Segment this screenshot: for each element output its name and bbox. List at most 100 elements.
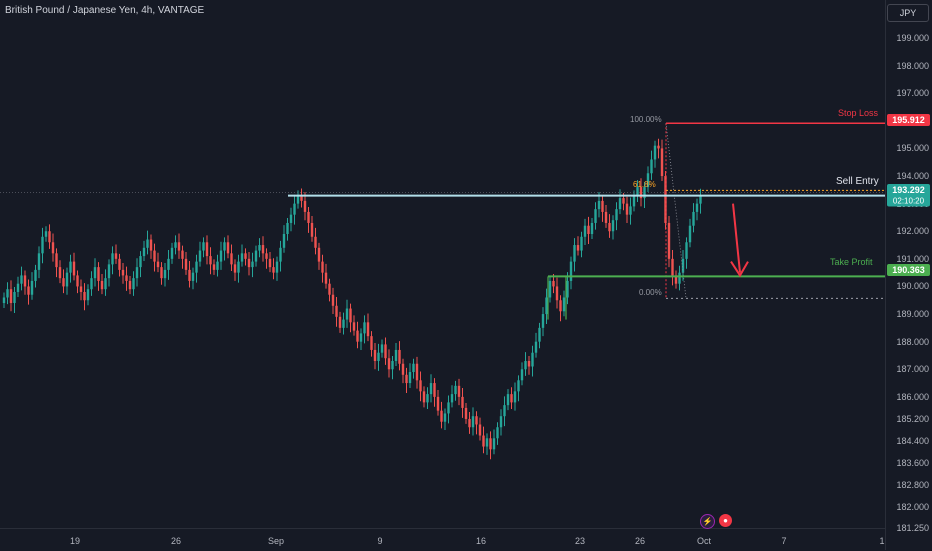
candle [562, 297, 566, 312]
price-tick-label: 190.000 [896, 281, 929, 292]
candle [97, 267, 100, 281]
candle [363, 322, 366, 334]
candle [608, 222, 611, 232]
fib-100-label: 100.00% [630, 115, 662, 124]
price-tick-label: 188.000 [896, 336, 929, 347]
time-tick-label: 16 [475, 536, 487, 546]
candle [139, 256, 142, 268]
time-tick-label: 19 [69, 536, 81, 546]
candle [121, 269, 125, 276]
candle [356, 330, 359, 342]
candle [422, 391, 426, 403]
candle [492, 438, 496, 450]
candle [415, 363, 419, 381]
time-tick-label: Oct [696, 536, 712, 546]
candle [366, 322, 370, 337]
price-tick-label: 191.000 [896, 253, 929, 264]
entry-price-label: 193.292 [887, 184, 930, 196]
candle [548, 280, 552, 298]
candle [510, 394, 513, 403]
candle [135, 267, 139, 279]
candle [646, 173, 650, 188]
candle [20, 275, 23, 284]
candle [65, 272, 69, 287]
candle [286, 222, 289, 234]
symbol-title: British Pound / Japanese Yen, 4h, VANTAG… [5, 5, 205, 16]
candle [321, 261, 324, 273]
fib-618-label: 61.8% [633, 180, 656, 189]
candle [583, 225, 587, 237]
candle [156, 261, 160, 268]
candle [153, 250, 156, 262]
time-tick-label: 1 [879, 536, 885, 546]
candle [233, 264, 237, 273]
candle [513, 391, 517, 403]
candle [244, 253, 247, 259]
price-tick-label: 199.000 [896, 33, 929, 43]
candle [314, 236, 317, 248]
time-tick-label: 26 [634, 536, 646, 546]
candle [205, 242, 209, 257]
time-axis[interactable]: 19 26 Sep 9 16 23 26 Oct 7 1 [0, 528, 885, 551]
candle [272, 267, 275, 273]
candle [55, 253, 58, 268]
candle [387, 358, 391, 370]
candle [545, 297, 548, 315]
time-tick-label: Sep [267, 536, 285, 546]
candle [489, 438, 492, 450]
time-tick-label: 23 [574, 536, 586, 546]
fib-0-label: 0.00% [639, 288, 662, 297]
candle [163, 269, 167, 279]
candle [289, 214, 293, 223]
candle [650, 159, 653, 174]
candle [2, 297, 6, 304]
candle [9, 289, 13, 304]
price-chart [0, 122, 885, 460]
candle [328, 283, 331, 295]
candle [118, 258, 121, 270]
candle [576, 245, 580, 251]
candle [699, 195, 702, 204]
candle [552, 280, 555, 287]
candle [653, 145, 657, 160]
lightning-icon[interactable]: ⚡ [700, 514, 715, 529]
currency-button[interactable]: JPY [887, 4, 929, 22]
candle [149, 239, 153, 251]
candle [90, 278, 93, 290]
candle [597, 200, 601, 210]
candle [398, 349, 401, 364]
candle [496, 427, 499, 439]
candle [611, 220, 615, 232]
time-tick-label: 9 [377, 536, 383, 546]
candle [475, 416, 478, 425]
price-tick-label: 194.000 [896, 171, 929, 182]
candle [247, 258, 251, 268]
candle [443, 413, 447, 422]
candle [310, 222, 314, 237]
candle [142, 247, 146, 257]
price-tick-label: 198.000 [896, 60, 929, 71]
candle [237, 261, 240, 273]
candle [566, 280, 569, 298]
price-tick-label: 192.000 [896, 226, 929, 237]
candle [594, 209, 597, 223]
candle [338, 316, 342, 328]
candle [34, 269, 37, 281]
candle [524, 360, 527, 370]
candle [198, 250, 202, 262]
candle [695, 203, 699, 212]
candle [191, 272, 195, 281]
candle [657, 145, 660, 149]
candle [503, 405, 506, 417]
candle [6, 289, 9, 298]
candle [601, 200, 604, 212]
candle [671, 258, 674, 276]
candle [37, 253, 41, 270]
candle [580, 236, 583, 251]
profit-price-label: 190.363 [887, 264, 930, 276]
chart-area[interactable] [0, 0, 885, 528]
record-icon[interactable]: ● [719, 514, 732, 527]
candle [307, 211, 310, 223]
candle [625, 203, 629, 215]
candle [93, 267, 97, 279]
